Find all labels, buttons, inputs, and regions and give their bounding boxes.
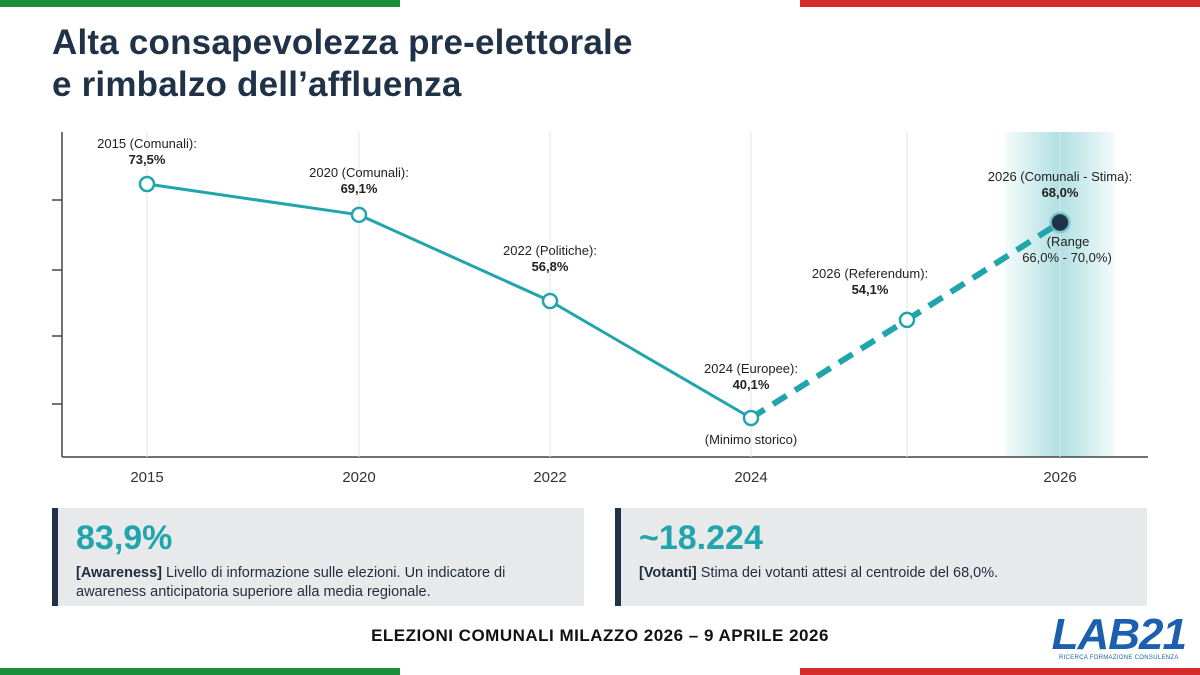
flag-green xyxy=(0,0,400,7)
flag-white-bottom xyxy=(400,668,800,675)
marker-2020 xyxy=(350,206,368,224)
x-tick-label-2026: 2026 xyxy=(1043,469,1076,486)
x-tick-label-2022: 2022 xyxy=(533,469,566,486)
flag-bar-top xyxy=(0,0,1200,7)
x-tick-label-2020: 2020 xyxy=(342,469,375,486)
voters-card: ~18.224 [Votanti] Stima dei votanti atte… xyxy=(615,508,1147,606)
value-label-2015: 73,5% xyxy=(129,152,166,167)
awareness-value: 83,9% xyxy=(76,519,173,557)
label-2024: 2024 (Europee): xyxy=(704,361,798,376)
awareness-description: [Awareness] Livello di informazione sull… xyxy=(76,564,568,602)
series-segment-2024-to-2026-ref xyxy=(749,317,909,421)
note-2024: (Minimo storico) xyxy=(705,432,797,447)
awareness-tag: [Awareness] xyxy=(76,565,162,581)
chart-series xyxy=(138,175,1071,427)
value-label-2020: 69,1% xyxy=(341,181,378,196)
marker-2026-ref xyxy=(898,311,916,329)
value-label-2024: 40,1% xyxy=(733,377,770,392)
label-2026-ref: 2026 (Referendum): xyxy=(812,266,928,281)
title-line-2: e rimbalzo dell’affluenza xyxy=(52,65,462,104)
chart-grid: 2015 2020 2022 2024 2026 xyxy=(52,132,1148,486)
voters-text: Stima dei votanti attesi al centroide de… xyxy=(696,565,999,581)
flag-white xyxy=(400,0,800,7)
label-2026-com: 2026 (Comunali - Stima): xyxy=(988,169,1133,184)
title-line-1: Alta consapevolezza pre-elettorale xyxy=(52,23,633,62)
flag-green-bottom xyxy=(0,668,400,675)
marker-2015 xyxy=(138,175,156,193)
series-segment-2020-to-2022 xyxy=(358,213,551,303)
note-line2-2026-com: 66,0% - 70,0%) xyxy=(1022,250,1112,265)
value-label-2026-ref: 54,1% xyxy=(852,282,889,297)
voters-tag: [Votanti] xyxy=(639,565,697,581)
label-2015: 2015 (Comunali): xyxy=(97,136,197,151)
x-tick-label-2024: 2024 xyxy=(734,469,767,486)
marker-2024 xyxy=(742,409,760,427)
marker-2026-com xyxy=(1051,214,1069,232)
lab21-logo: LAB21 RICERCA FORMAZIONE CONSULENZA xyxy=(1051,610,1187,662)
footer-caption: ELEZIONI COMUNALI MILAZZO 2026 – 9 APRIL… xyxy=(371,626,829,645)
voters-value: ~18.224 xyxy=(639,519,763,557)
series-segment-2015-to-2020 xyxy=(146,182,360,217)
flag-red-bottom xyxy=(800,668,1200,675)
x-tick-label-2015: 2015 xyxy=(130,469,163,486)
series-segment-2026-ref-to-2026-com xyxy=(905,220,1062,323)
logo-subtitle: RICERCA FORMAZIONE CONSULENZA xyxy=(1058,655,1179,661)
page-title: Alta consapevolezza pre-elettorale e rim… xyxy=(52,22,633,106)
voters-description: [Votanti] Stima dei votanti attesi al ce… xyxy=(639,564,1131,583)
marker-2022 xyxy=(541,292,559,310)
chart-labels: 2015 (Comunali):73,5% 2020 (Comunali):69,… xyxy=(97,136,1132,447)
value-label-2022: 56,8% xyxy=(532,259,569,274)
turnout-line-chart: 2015 2020 2022 2024 2026 2015 (Comunali):73,… xyxy=(52,132,1148,486)
flag-bar-bottom xyxy=(0,668,1200,675)
awareness-card: 83,9% [Awareness] Livello di informazion… xyxy=(52,508,584,606)
series-segment-2022-to-2024 xyxy=(549,299,752,420)
value-label-2026-com: 68,0% xyxy=(1042,185,1079,200)
label-2020: 2020 (Comunali): xyxy=(309,165,409,180)
flag-red xyxy=(800,0,1200,7)
note-line1-2026-com: (Range xyxy=(1047,234,1090,249)
awareness-text: Livello di informazione sulle elezioni. … xyxy=(76,565,506,600)
logo-text: LAB21 xyxy=(1051,610,1187,659)
label-2022: 2022 (Politiche): xyxy=(503,243,597,258)
